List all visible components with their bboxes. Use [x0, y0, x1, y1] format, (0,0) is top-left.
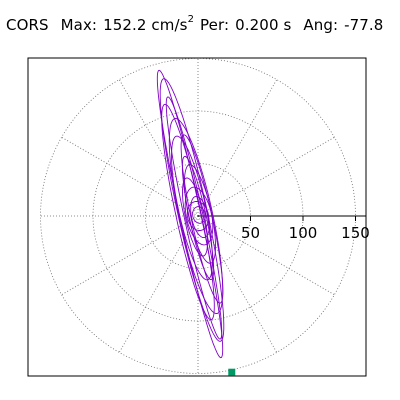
max-label: Max: [60, 16, 98, 34]
peak-marker-group [228, 368, 236, 376]
grid-spoke-60 [197, 79, 278, 217]
grid-spoke-30 [197, 136, 335, 217]
chart-title: CORS Max: 152.2 cm/s2 Per: 0.200 s Ang: -77.8 [6, 14, 384, 34]
trace-loop-11 [184, 186, 214, 246]
plot-frame [27, 57, 367, 377]
station-code: CORS [6, 16, 49, 34]
grid-spoke-330 [197, 215, 335, 296]
trace-loop-6 [180, 134, 224, 304]
grid-spoke-240 [118, 215, 199, 353]
grid-spoke-300 [197, 215, 278, 353]
axis-tick-label-150: 150 [341, 224, 370, 242]
trace-loop-13 [186, 201, 210, 231]
trace-loop-10 [182, 177, 208, 257]
trace-loop-4 [161, 103, 215, 321]
max-unit-exponent: 2 [187, 14, 195, 25]
per-value: 0.200 s [235, 16, 292, 34]
axis-tick-label-50: 50 [241, 224, 260, 242]
motion-trace [156, 69, 225, 359]
trace-loop-7 [171, 135, 213, 281]
peak-marker [228, 368, 236, 376]
trace-loop-9 [184, 164, 216, 264]
radial-axis: 50 100 150 [198, 215, 370, 242]
trace-loop-2 [159, 78, 225, 342]
ang-value: -77.8 [344, 16, 384, 34]
max-value: 152.2 [103, 16, 147, 34]
grid-spoke-210 [61, 215, 199, 296]
axis-tick-label-100: 100 [289, 224, 318, 242]
ang-label: Ang: [303, 16, 339, 34]
grid-spoke-120 [118, 79, 199, 217]
per-label: Per: [200, 16, 230, 34]
grid-spoke-150 [61, 136, 199, 217]
trace-loop-14 [192, 206, 206, 224]
max-unit: cm/s [151, 16, 188, 34]
